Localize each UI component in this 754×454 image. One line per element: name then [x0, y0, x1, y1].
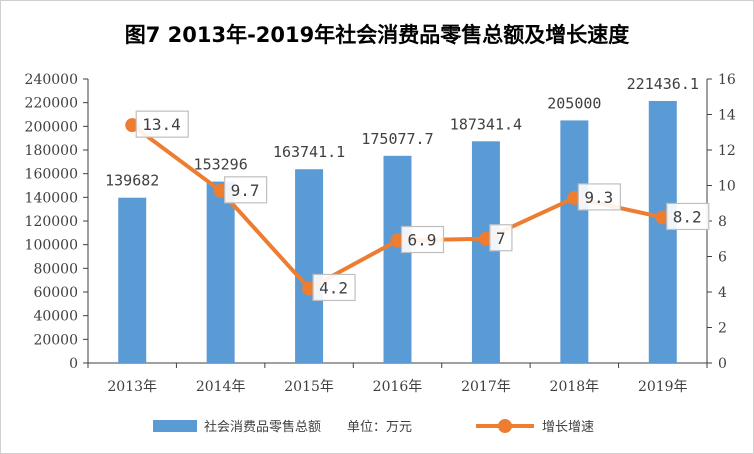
bar	[648, 100, 677, 363]
right-tick-label: 0	[718, 356, 727, 372]
chart-title: 图7 2013年-2019年社会消费品零售总额及增长速度	[124, 23, 630, 47]
growth-label-box	[666, 202, 710, 231]
bar-data-label: 187341.4	[450, 115, 522, 133]
x-tick-label: 2018年	[550, 379, 600, 395]
bar-data-label: 139682	[105, 172, 159, 190]
left-tick-label: 240000	[25, 72, 78, 88]
left-tick-label: 180000	[25, 143, 78, 159]
left-tick-label: 80000	[33, 261, 78, 277]
left-tick-label: 220000	[25, 96, 78, 112]
growth-data-label: 4.2	[319, 278, 348, 297]
growth-data-label: 9.7	[231, 181, 260, 200]
growth-data-label: 8.2	[673, 207, 702, 226]
growth-data-label: 13.4	[142, 115, 181, 134]
x-tick-label: 2016年	[373, 379, 423, 395]
legend-bar-swatch	[153, 420, 197, 432]
bar-data-label: 153296	[194, 156, 248, 174]
growth-data-label: 6.9	[408, 231, 437, 250]
left-tick-label: 120000	[25, 214, 78, 230]
x-tick-label: 2019年	[638, 379, 688, 395]
bar-data-label: 205000	[547, 94, 601, 112]
legend-line-marker	[498, 419, 512, 433]
bar-data-label: 175077.7	[361, 130, 433, 148]
growth-label-box	[489, 224, 513, 252]
right-tick-label: 6	[718, 250, 727, 266]
x-tick-label: 2017年	[461, 379, 511, 395]
legend-bar-label: 社会消费品零售总额 单位：万元	[204, 419, 412, 435]
left-tick-label: 100000	[25, 238, 78, 254]
bar	[560, 120, 589, 364]
right-tick-label: 14	[718, 108, 736, 124]
x-tick-label: 2014年	[196, 379, 246, 395]
right-tick-label: 2	[718, 321, 727, 337]
growth-data-label: 7	[496, 229, 506, 248]
bar	[295, 169, 324, 363]
right-tick-label: 10	[718, 179, 736, 195]
left-tick-label: 60000	[33, 285, 78, 301]
bar	[383, 155, 412, 363]
bar	[471, 141, 500, 363]
growth-label-box	[312, 273, 356, 302]
growth-data-label: 9.3	[584, 188, 613, 207]
bar-data-label: 221436.1	[627, 75, 699, 93]
left-tick-label: 200000	[25, 119, 78, 135]
x-tick-label: 2013年	[107, 379, 157, 395]
right-tick-label: 12	[718, 143, 736, 159]
left-tick-label: 140000	[25, 190, 78, 206]
x-tick-label: 2015年	[284, 379, 334, 395]
bar-data-label: 163741.1	[273, 143, 345, 161]
left-tick-label: 0	[69, 356, 78, 372]
growth-label-box	[135, 110, 189, 138]
right-tick-label: 4	[718, 285, 727, 301]
left-tick-label: 40000	[33, 309, 78, 325]
legend-line-label: 增长增速	[542, 420, 594, 435]
growth-label-box	[224, 176, 268, 204]
bar	[118, 197, 147, 363]
growth-label-box	[400, 225, 445, 254]
left-tick-label: 160000	[25, 167, 78, 183]
left-tick-label: 20000	[33, 332, 78, 348]
right-tick-label: 8	[718, 214, 727, 230]
right-tick-label: 16	[718, 72, 736, 88]
growth-label-box	[577, 183, 621, 211]
bar	[206, 181, 235, 363]
